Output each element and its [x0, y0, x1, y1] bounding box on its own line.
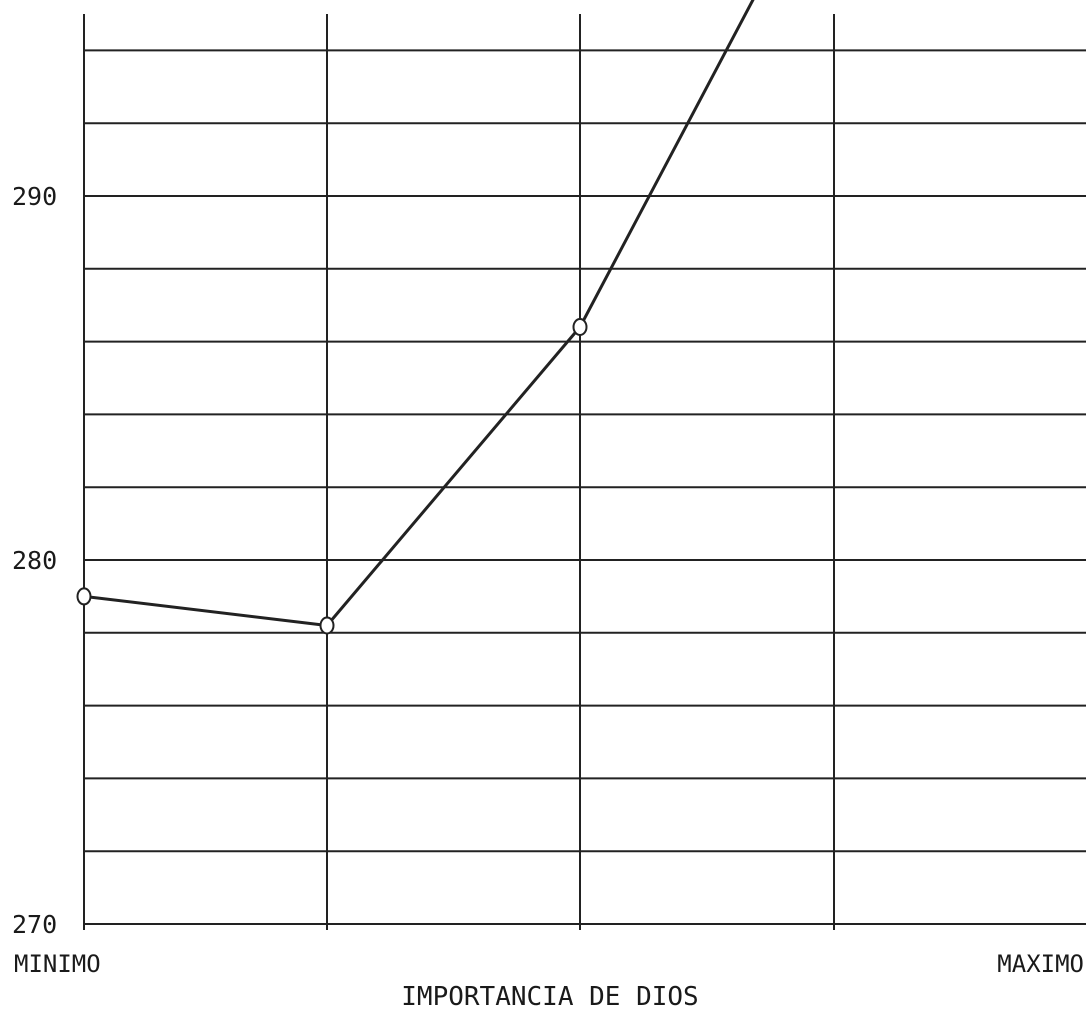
- series-markers: [76, 318, 588, 635]
- y-tick-labels: 270280290300310: [12, 182, 57, 939]
- data-point: [572, 318, 588, 336]
- y-tick-label: 290: [12, 182, 57, 211]
- data-point: [319, 616, 335, 635]
- x-axis-title: IMPORTANCIA DE DIOS: [401, 982, 698, 1011]
- x-axis-max-label: MAXIMO: [997, 950, 1084, 978]
- horizontal-gridlines: [84, 49, 1086, 925]
- series-line: [83, 0, 755, 627]
- data-point: [76, 587, 92, 606]
- vertical-gridlines: [83, 14, 835, 930]
- y-tick-label: 270: [12, 910, 57, 939]
- y-tick-label: 280: [12, 546, 57, 575]
- x-axis-min-label: MINIMO: [14, 950, 101, 978]
